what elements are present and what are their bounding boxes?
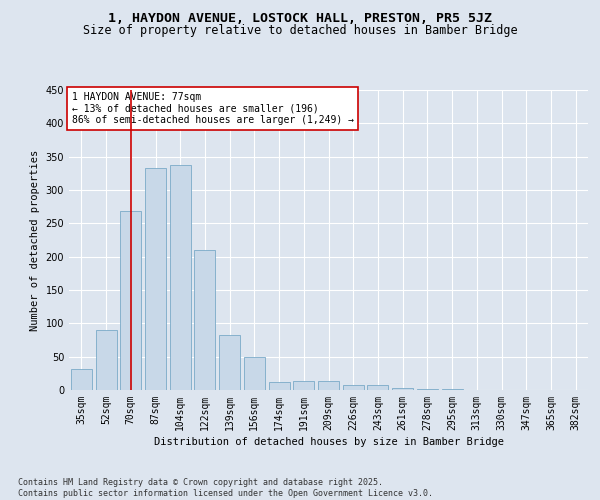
Bar <box>367 386 388 390</box>
Bar <box>318 380 339 390</box>
Bar <box>120 212 141 390</box>
Bar <box>95 330 116 390</box>
Bar <box>145 168 166 390</box>
Bar <box>219 334 240 390</box>
Bar <box>71 368 92 390</box>
Text: Size of property relative to detached houses in Bamber Bridge: Size of property relative to detached ho… <box>83 24 517 37</box>
Bar <box>244 356 265 390</box>
Text: 1 HAYDON AVENUE: 77sqm
← 13% of detached houses are smaller (196)
86% of semi-de: 1 HAYDON AVENUE: 77sqm ← 13% of detached… <box>71 92 353 124</box>
X-axis label: Distribution of detached houses by size in Bamber Bridge: Distribution of detached houses by size … <box>154 437 503 447</box>
Y-axis label: Number of detached properties: Number of detached properties <box>30 150 40 330</box>
Bar <box>269 382 290 390</box>
Bar <box>293 380 314 390</box>
Text: Contains HM Land Registry data © Crown copyright and database right 2025.
Contai: Contains HM Land Registry data © Crown c… <box>18 478 433 498</box>
Bar <box>170 166 191 390</box>
Bar <box>392 388 413 390</box>
Bar <box>343 386 364 390</box>
Text: 1, HAYDON AVENUE, LOSTOCK HALL, PRESTON, PR5 5JZ: 1, HAYDON AVENUE, LOSTOCK HALL, PRESTON,… <box>108 12 492 26</box>
Bar <box>194 250 215 390</box>
